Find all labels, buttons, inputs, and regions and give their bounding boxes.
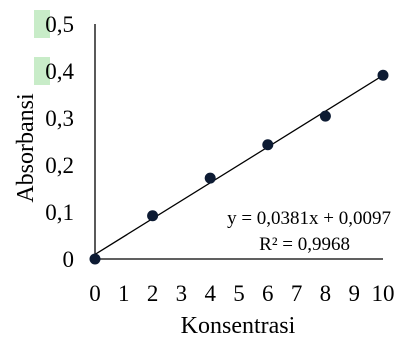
- data-point-5: [377, 69, 389, 81]
- x-tick-label: 0: [89, 281, 101, 306]
- x-tick-label: 9: [348, 281, 360, 306]
- x-tick-label: 8: [320, 281, 332, 306]
- y-tick-label: 0,3: [45, 106, 74, 131]
- data-point-4: [319, 110, 331, 122]
- trendline-equation: y = 0,0381x + 0,0097: [227, 208, 391, 229]
- y-tick-label: 0,2: [45, 153, 74, 178]
- y-tick-label: 0,5: [45, 12, 74, 37]
- tick-highlights: [34, 10, 50, 85]
- x-tick-label: 6: [262, 281, 274, 306]
- x-tick-label: 2: [147, 281, 159, 306]
- data-point-1: [147, 210, 159, 222]
- x-tick-label: 10: [372, 281, 395, 306]
- x-tick-label: 1: [118, 281, 130, 306]
- data-point-0: [89, 253, 101, 265]
- y-tick-highlight: [34, 10, 50, 38]
- data-point-3: [262, 139, 274, 151]
- x-tick-labels: 0 1 2 3 4 5 6 7 8 9 10: [89, 281, 394, 306]
- y-tick-label: 0,1: [45, 200, 74, 225]
- x-tick-label: 3: [176, 281, 188, 306]
- r-squared-label: R² = 0,9968: [259, 234, 350, 255]
- trendline: [94, 74, 384, 255]
- y-tick-label: 0,4: [45, 59, 74, 84]
- x-tick-label: 4: [204, 281, 216, 306]
- y-tick-highlight: [34, 57, 50, 85]
- y-tick-labels: 0 0,1 0,2 0,3 0,4 0,5: [45, 12, 74, 272]
- x-tick-label: 7: [291, 281, 303, 306]
- y-tick-label: 0: [63, 247, 75, 272]
- x-tick-label: 5: [233, 281, 245, 306]
- x-axis-title: Konsentrasi: [181, 313, 296, 339]
- y-axis-title: Absorbansi: [13, 93, 39, 203]
- data-points: [89, 69, 389, 265]
- data-point-2: [204, 172, 216, 184]
